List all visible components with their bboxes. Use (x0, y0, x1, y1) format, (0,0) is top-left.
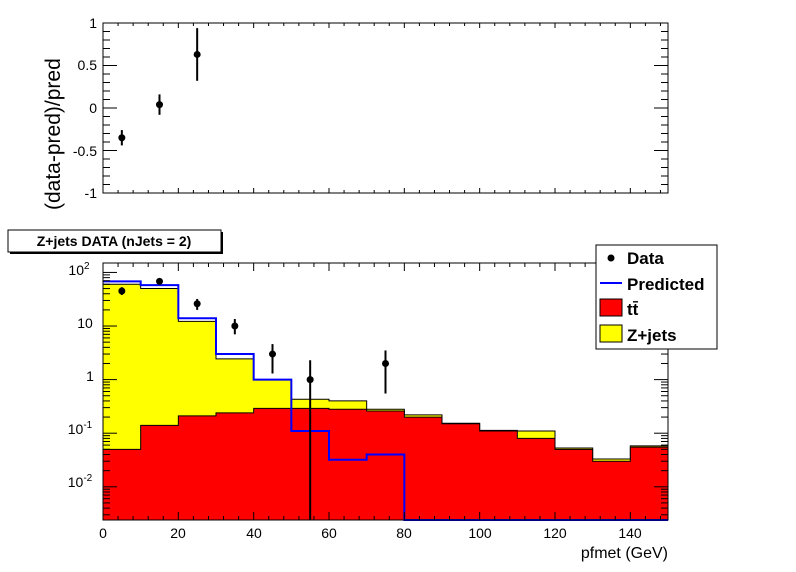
main-xtick-80: 80 (396, 525, 412, 541)
ratio-axis-ticks (102, 22, 668, 194)
ratio-ytick-1: 1 (89, 15, 97, 31)
ratio-point (156, 101, 163, 109)
legend-item-predicted: Predicted (600, 275, 704, 294)
ttbar-histogram (102, 407, 669, 521)
data-point (193, 300, 201, 308)
ttbar-stack-area (102, 407, 669, 521)
legend-ttbar-swatch-icon (599, 298, 623, 317)
main-ytick-0.1: 10-1 (68, 420, 93, 437)
main-xtick-40: 40 (246, 525, 262, 541)
main-xtick-140: 140 (618, 525, 642, 541)
legend-item-zjets: Z+jets (599, 324, 677, 345)
main-xtick-0: 0 (99, 525, 107, 541)
legend-zjets-label: Z+jets (627, 326, 677, 345)
ratio-y-axis-label: (data-pred)/pred (42, 58, 65, 210)
data-point (382, 359, 389, 367)
ratio-frame (102, 22, 669, 194)
main-xtick-120: 120 (543, 525, 567, 541)
data-point (156, 277, 163, 285)
legend-data-marker-icon (607, 254, 615, 262)
legend-predicted-label: Predicted (627, 275, 704, 294)
legend-item-ttbar: tt̄ (599, 298, 639, 319)
data-point (306, 376, 314, 384)
ratio-ytick-neg1: -1 (85, 185, 98, 201)
main-panel: 102 10 1 10-1 10-2 0 20 40 60 80 100 120… (68, 261, 669, 562)
data-point (231, 322, 239, 330)
data-point (118, 287, 126, 295)
ratio-ytick-0.5: 0.5 (78, 57, 98, 73)
main-xtick-60: 60 (321, 525, 337, 541)
legend-data-label: Data (627, 249, 664, 268)
ratio-ytick-0: 0 (89, 100, 97, 116)
ratio-point (118, 134, 126, 142)
ratio-data-points (118, 28, 201, 146)
data-point (269, 350, 276, 358)
chart-title-box: Z+jets DATA (nJets = 2) (7, 229, 223, 254)
main-xtick-100: 100 (468, 525, 492, 541)
main-axis-ticks (102, 263, 668, 520)
main-x-axis-label: pfmet (GeV) (581, 545, 668, 562)
main-ytick-100: 102 (68, 261, 90, 278)
ratio-point (193, 50, 201, 58)
ratio-panel: 1 0.5 0 -0.5 -1 (data-pred)/pred (42, 15, 669, 210)
chart-title: Z+jets DATA (nJets = 2) (37, 233, 192, 249)
legend-item-data: Data (607, 249, 664, 268)
data-points (118, 277, 389, 520)
main-ytick-1: 1 (86, 368, 94, 384)
ratio-ytick-neg0.5: -0.5 (73, 143, 97, 159)
legend-ttbar-label: tt̄ (627, 300, 639, 319)
legend-zjets-swatch-icon (599, 324, 623, 343)
main-ytick-10: 10 (77, 315, 93, 331)
main-ytick-0.01: 10-2 (68, 473, 93, 490)
main-xtick-20: 20 (170, 525, 186, 541)
legend: Data Predicted tt̄ Z+jets (595, 244, 718, 350)
